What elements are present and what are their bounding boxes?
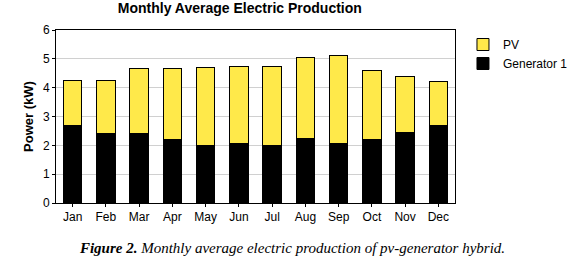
svg-text:Generator 1: Generator 1 (503, 57, 567, 71)
svg-text:Oct: Oct (363, 210, 382, 224)
svg-text:Sep: Sep (328, 210, 350, 224)
svg-text:Jan: Jan (63, 210, 82, 224)
svg-text:4: 4 (43, 81, 50, 95)
svg-text:Nov: Nov (394, 210, 415, 224)
svg-text:Aug: Aug (295, 210, 316, 224)
svg-text:1: 1 (43, 167, 50, 181)
svg-text:Power (kW): Power (kW) (21, 81, 36, 152)
svg-text:5: 5 (43, 52, 50, 66)
svg-text:3: 3 (43, 110, 50, 124)
svg-text:Dec: Dec (428, 210, 449, 224)
svg-text:Mar: Mar (129, 210, 150, 224)
svg-text:6: 6 (43, 23, 50, 37)
svg-text:Apr: Apr (163, 210, 182, 224)
svg-text:PV: PV (503, 38, 519, 52)
svg-text:Jun: Jun (229, 210, 248, 224)
svg-text:0: 0 (43, 196, 50, 210)
svg-text:Jul: Jul (264, 210, 279, 224)
svg-text:Monthly Average Electric Produ: Monthly Average Electric Production (118, 0, 362, 16)
svg-text:Feb: Feb (96, 210, 117, 224)
html-text:Figure 2. Monthly average elec: Figure 2. Monthly average electric produ… (79, 240, 506, 256)
svg-text:2: 2 (43, 139, 50, 153)
svg-text:May: May (194, 210, 217, 224)
